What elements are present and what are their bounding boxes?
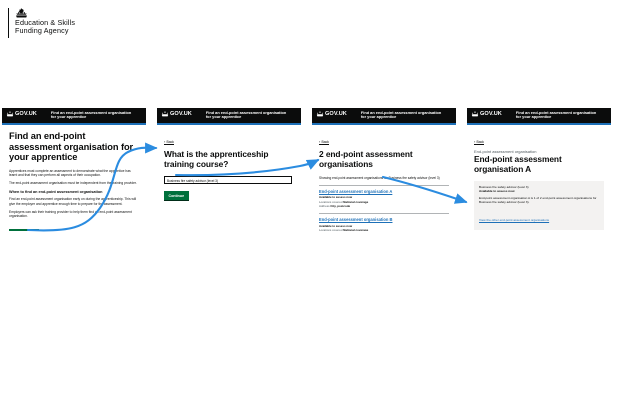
page-title: End-point assessment organisation A (474, 154, 562, 174)
service-name[interactable]: Find an end-point assessment organisatio… (515, 109, 597, 120)
govuk-logo[interactable]: GOV.UK (161, 111, 192, 117)
results-summary-text: Showing end-point assessment organisatio… (319, 175, 440, 180)
availability-inset-panel: Business fire safety advisor (level 3) A… (474, 180, 604, 230)
screen-organisation-detail-page: GOV.UK Find an end-point assessment orga… (467, 108, 611, 235)
service-name[interactable]: Find an end-point assessment organisatio… (50, 109, 132, 120)
back-link[interactable]: Back (164, 139, 174, 145)
back-link[interactable]: Back (474, 139, 484, 145)
govuk-crown-icon (471, 110, 479, 116)
service-name[interactable]: Find an end-point assessment organisatio… (360, 109, 442, 120)
govuk-header-bar: GOV.UK Find an end-point assessment orga… (312, 108, 456, 125)
result-availability: Available to assess now (319, 195, 353, 200)
inset-course-name: Business fire safety advisor (level 3) (479, 184, 529, 189)
intro-paragraph-3: Find an end-point assessment organisatio… (9, 197, 137, 206)
result-organisation-link[interactable]: End-point assessment organisation B (319, 217, 393, 223)
intro-paragraph-4: Employers can ask their training provide… (9, 210, 132, 219)
govuk-logo[interactable]: GOV.UK (471, 111, 502, 117)
result-list-item: End-point assessment organisation A Avai… (319, 184, 449, 209)
result-locations: Locations covered National coverage (319, 199, 369, 204)
govuk-logo[interactable]: GOV.UK (6, 111, 37, 117)
inset-availability: Available to assess now (479, 189, 515, 194)
intro-paragraph-2: The end-point assessment organisation mu… (9, 181, 137, 186)
service-name[interactable]: Find an end-point assessment organisatio… (205, 109, 287, 120)
inset-description: End-point assessment organisation A is 1… (479, 196, 597, 205)
govuk-wordmark: GOV.UK (480, 110, 502, 117)
page-title: 2 end-point assessment organisations (319, 149, 413, 169)
screen-start-page: GOV.UK Find an end-point assessment orga… (2, 108, 146, 231)
esfa-organisation-name: Education & Skills Funding Agency (15, 18, 76, 36)
page-caption: End-point assessment organisation (474, 149, 537, 154)
govuk-crown-icon (316, 110, 324, 116)
result-availability: Available to assess now (319, 223, 353, 228)
results-page-body: Back 2 end-point assessment organisation… (312, 125, 456, 231)
govuk-header-bar: GOV.UK Find an end-point assessment orga… (2, 108, 146, 125)
section-subheading: When to find an end-point assessment org… (9, 189, 103, 194)
result-locations: Locations covered National coverage (319, 228, 369, 231)
course-search-input[interactable]: Business fire safety advisor (level 3) (164, 175, 292, 184)
esfa-logo: Education & Skills Funding Agency (8, 8, 75, 38)
govuk-logo[interactable]: GOV.UK (316, 111, 347, 117)
govuk-crown-icon (6, 110, 14, 116)
detail-page-body: Back End-point assessment organisation E… (467, 125, 611, 235)
result-organisation-link[interactable]: End-point assessment organisation A (319, 188, 393, 194)
start-now-button[interactable]: Start now › (9, 229, 39, 231)
screen-course-question-page: GOV.UK Find an end-point assessment orga… (157, 108, 301, 231)
result-list-item: End-point assessment organisation B Avai… (319, 213, 449, 231)
view-other-organisations-link[interactable]: View the other end-point assessment orga… (479, 217, 550, 222)
page-title: What is the apprenticeship training cour… (164, 149, 269, 169)
royal-crest-icon (16, 8, 27, 18)
intro-paragraph-1: Apprentices must complete an assessment … (9, 168, 131, 178)
question-page-body: Back What is the apprenticeship training… (157, 125, 301, 202)
page-title: Find an end-point assessment organisatio… (9, 131, 134, 163)
govuk-wordmark: GOV.UK (170, 110, 192, 117)
govuk-wordmark: GOV.UK (15, 110, 37, 117)
govuk-wordmark: GOV.UK (325, 110, 347, 117)
start-page-body: Find an end-point assessment organisatio… (2, 125, 146, 231)
result-address: Address City, postcode (319, 204, 351, 209)
govuk-crown-icon (161, 110, 169, 116)
govuk-header-bar: GOV.UK Find an end-point assessment orga… (157, 108, 301, 125)
continue-button[interactable]: Continue (164, 191, 189, 202)
esfa-masthead: Education & Skills Funding Agency (0, 0, 620, 46)
back-link[interactable]: Back (319, 139, 329, 145)
govuk-header-bar: GOV.UK Find an end-point assessment orga… (467, 108, 611, 125)
screen-results-page: GOV.UK Find an end-point assessment orga… (312, 108, 456, 231)
